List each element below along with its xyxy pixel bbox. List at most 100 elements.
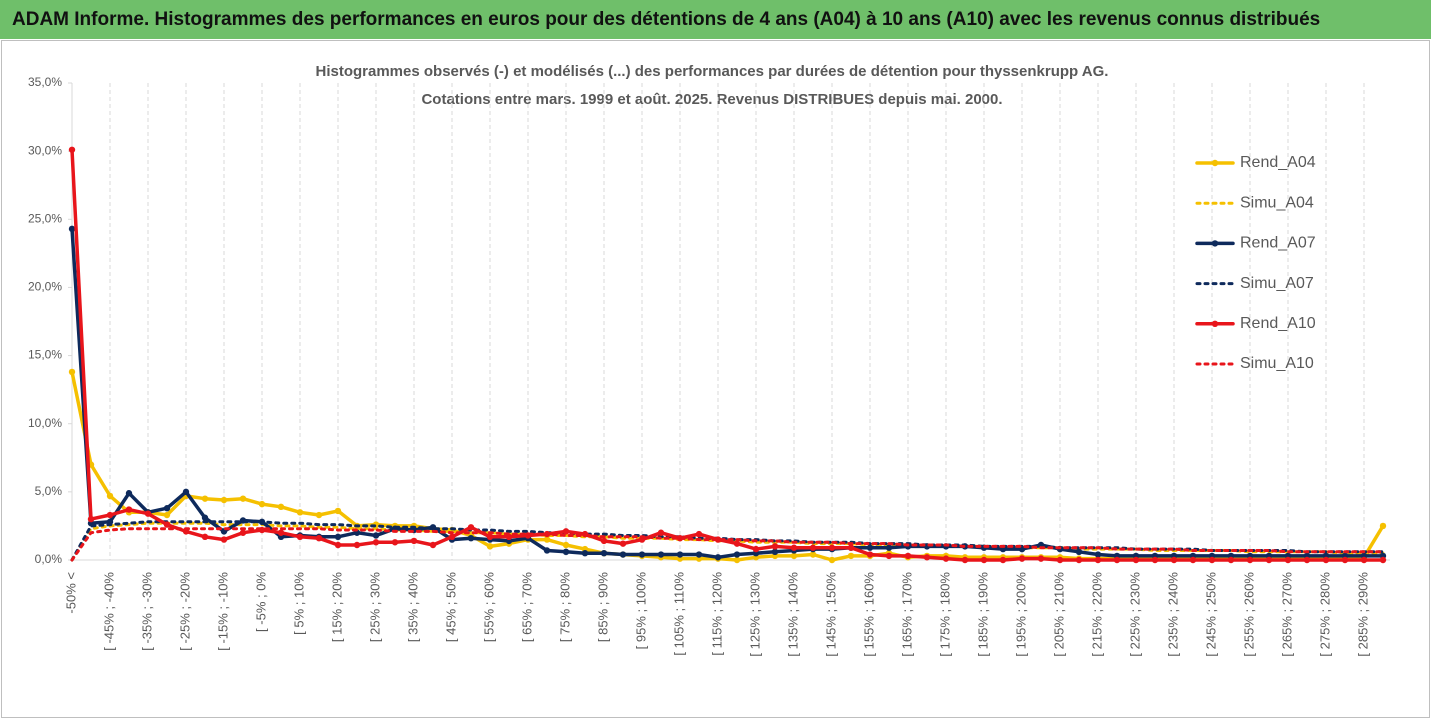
point xyxy=(866,551,874,558)
point xyxy=(695,530,703,538)
x-tick-label: [ 145% ; 150% xyxy=(823,572,838,657)
legend-label: Simu_A07 xyxy=(1240,275,1314,292)
x-tick-label: [ -5% ; 0% xyxy=(253,572,268,632)
point xyxy=(239,529,247,536)
x-tick-label: [ -25% ; -20% xyxy=(177,572,192,651)
legend-label: Simu_A10 xyxy=(1240,355,1314,372)
x-tick-label: [ 225% ; 230% xyxy=(1127,572,1142,657)
point xyxy=(1379,522,1387,530)
point xyxy=(106,511,114,519)
x-tick-label: [ 35% ; 40% xyxy=(405,572,420,643)
point xyxy=(999,556,1007,564)
point xyxy=(410,537,418,545)
x-tick-label: [ 255% ; 260% xyxy=(1241,572,1256,657)
point xyxy=(581,549,589,557)
point xyxy=(467,534,475,542)
point xyxy=(1170,556,1178,564)
x-tick-label: [ 95% ; 100% xyxy=(633,572,648,650)
point xyxy=(638,551,646,558)
point xyxy=(296,533,304,541)
point xyxy=(163,511,171,519)
point xyxy=(1284,556,1292,564)
point xyxy=(429,541,437,549)
y-tick-label: 10,0% xyxy=(28,416,62,430)
y-tick-label: 0,0% xyxy=(35,552,63,566)
point xyxy=(163,505,171,512)
point xyxy=(600,549,608,557)
x-tick-label: -50% < xyxy=(63,572,78,614)
x-tick-label: [ 285% ; 290% xyxy=(1355,572,1370,657)
point xyxy=(201,495,209,502)
x-tick-label: [ 175% ; 180% xyxy=(937,572,952,657)
point xyxy=(1227,556,1235,564)
point xyxy=(106,492,114,500)
point xyxy=(904,552,912,560)
point xyxy=(372,532,380,539)
x-tick-label: [ 125% ; 130% xyxy=(747,572,762,657)
observed-line xyxy=(70,148,1385,562)
point xyxy=(334,533,342,541)
point xyxy=(828,556,836,564)
point xyxy=(486,543,494,550)
point xyxy=(562,528,570,535)
point xyxy=(334,541,342,549)
chart-subtitle: Cotations entre mars. 1999 et août. 2025… xyxy=(421,91,1002,108)
point xyxy=(1360,556,1368,564)
point xyxy=(68,146,76,153)
y-tick-label: 35,0% xyxy=(28,75,62,89)
point xyxy=(562,541,570,549)
point xyxy=(657,529,665,536)
point xyxy=(771,548,779,556)
legend-marker xyxy=(1211,159,1219,167)
point xyxy=(847,544,855,551)
x-tick-label: [ -35% ; -30% xyxy=(139,572,154,651)
point xyxy=(87,515,95,523)
point xyxy=(866,544,874,551)
legend-label: Rend_A07 xyxy=(1240,235,1316,252)
point xyxy=(1094,551,1102,558)
legend-marker xyxy=(1211,320,1219,327)
point xyxy=(391,539,399,546)
x-tick-label: [ 15% ; 20% xyxy=(329,572,344,643)
point xyxy=(1189,556,1197,564)
point xyxy=(68,368,76,376)
point xyxy=(220,536,228,543)
point xyxy=(448,533,456,541)
point xyxy=(619,551,627,558)
point xyxy=(239,495,247,502)
point xyxy=(885,544,893,551)
point xyxy=(543,547,551,554)
x-tick-label: [ 115% ; 120% xyxy=(709,572,724,656)
point xyxy=(277,529,285,536)
point xyxy=(68,225,76,233)
point xyxy=(144,510,152,517)
x-tick-label: [ 75% ; 80% xyxy=(557,572,572,643)
y-tick-label: 15,0% xyxy=(28,348,62,362)
point xyxy=(296,509,304,516)
point xyxy=(809,551,817,558)
point xyxy=(486,533,494,541)
x-tick-label: [ 25% ; 30% xyxy=(367,572,382,643)
legend-marker xyxy=(1211,240,1219,247)
x-tick-label: [ -15% ; -10% xyxy=(215,572,230,651)
point xyxy=(714,536,722,543)
point xyxy=(163,521,171,528)
point xyxy=(201,533,209,541)
point xyxy=(942,555,950,562)
point xyxy=(790,544,798,551)
legend-label: Simu_A04 xyxy=(1240,194,1314,211)
point xyxy=(676,551,684,558)
x-tick-label: [ 185% ; 190% xyxy=(975,572,990,657)
point xyxy=(714,554,722,561)
point xyxy=(1056,556,1064,564)
point xyxy=(1018,555,1026,562)
point xyxy=(1208,556,1216,564)
point xyxy=(1094,556,1102,564)
point xyxy=(1113,556,1121,564)
point xyxy=(1075,556,1083,564)
x-tick-label: [ 135% ; 140% xyxy=(785,572,800,657)
point xyxy=(220,496,228,504)
point xyxy=(125,490,133,497)
x-tick-label: [ 195% ; 200% xyxy=(1013,572,1028,657)
x-tick-label: [ 215% ; 220% xyxy=(1089,572,1104,657)
